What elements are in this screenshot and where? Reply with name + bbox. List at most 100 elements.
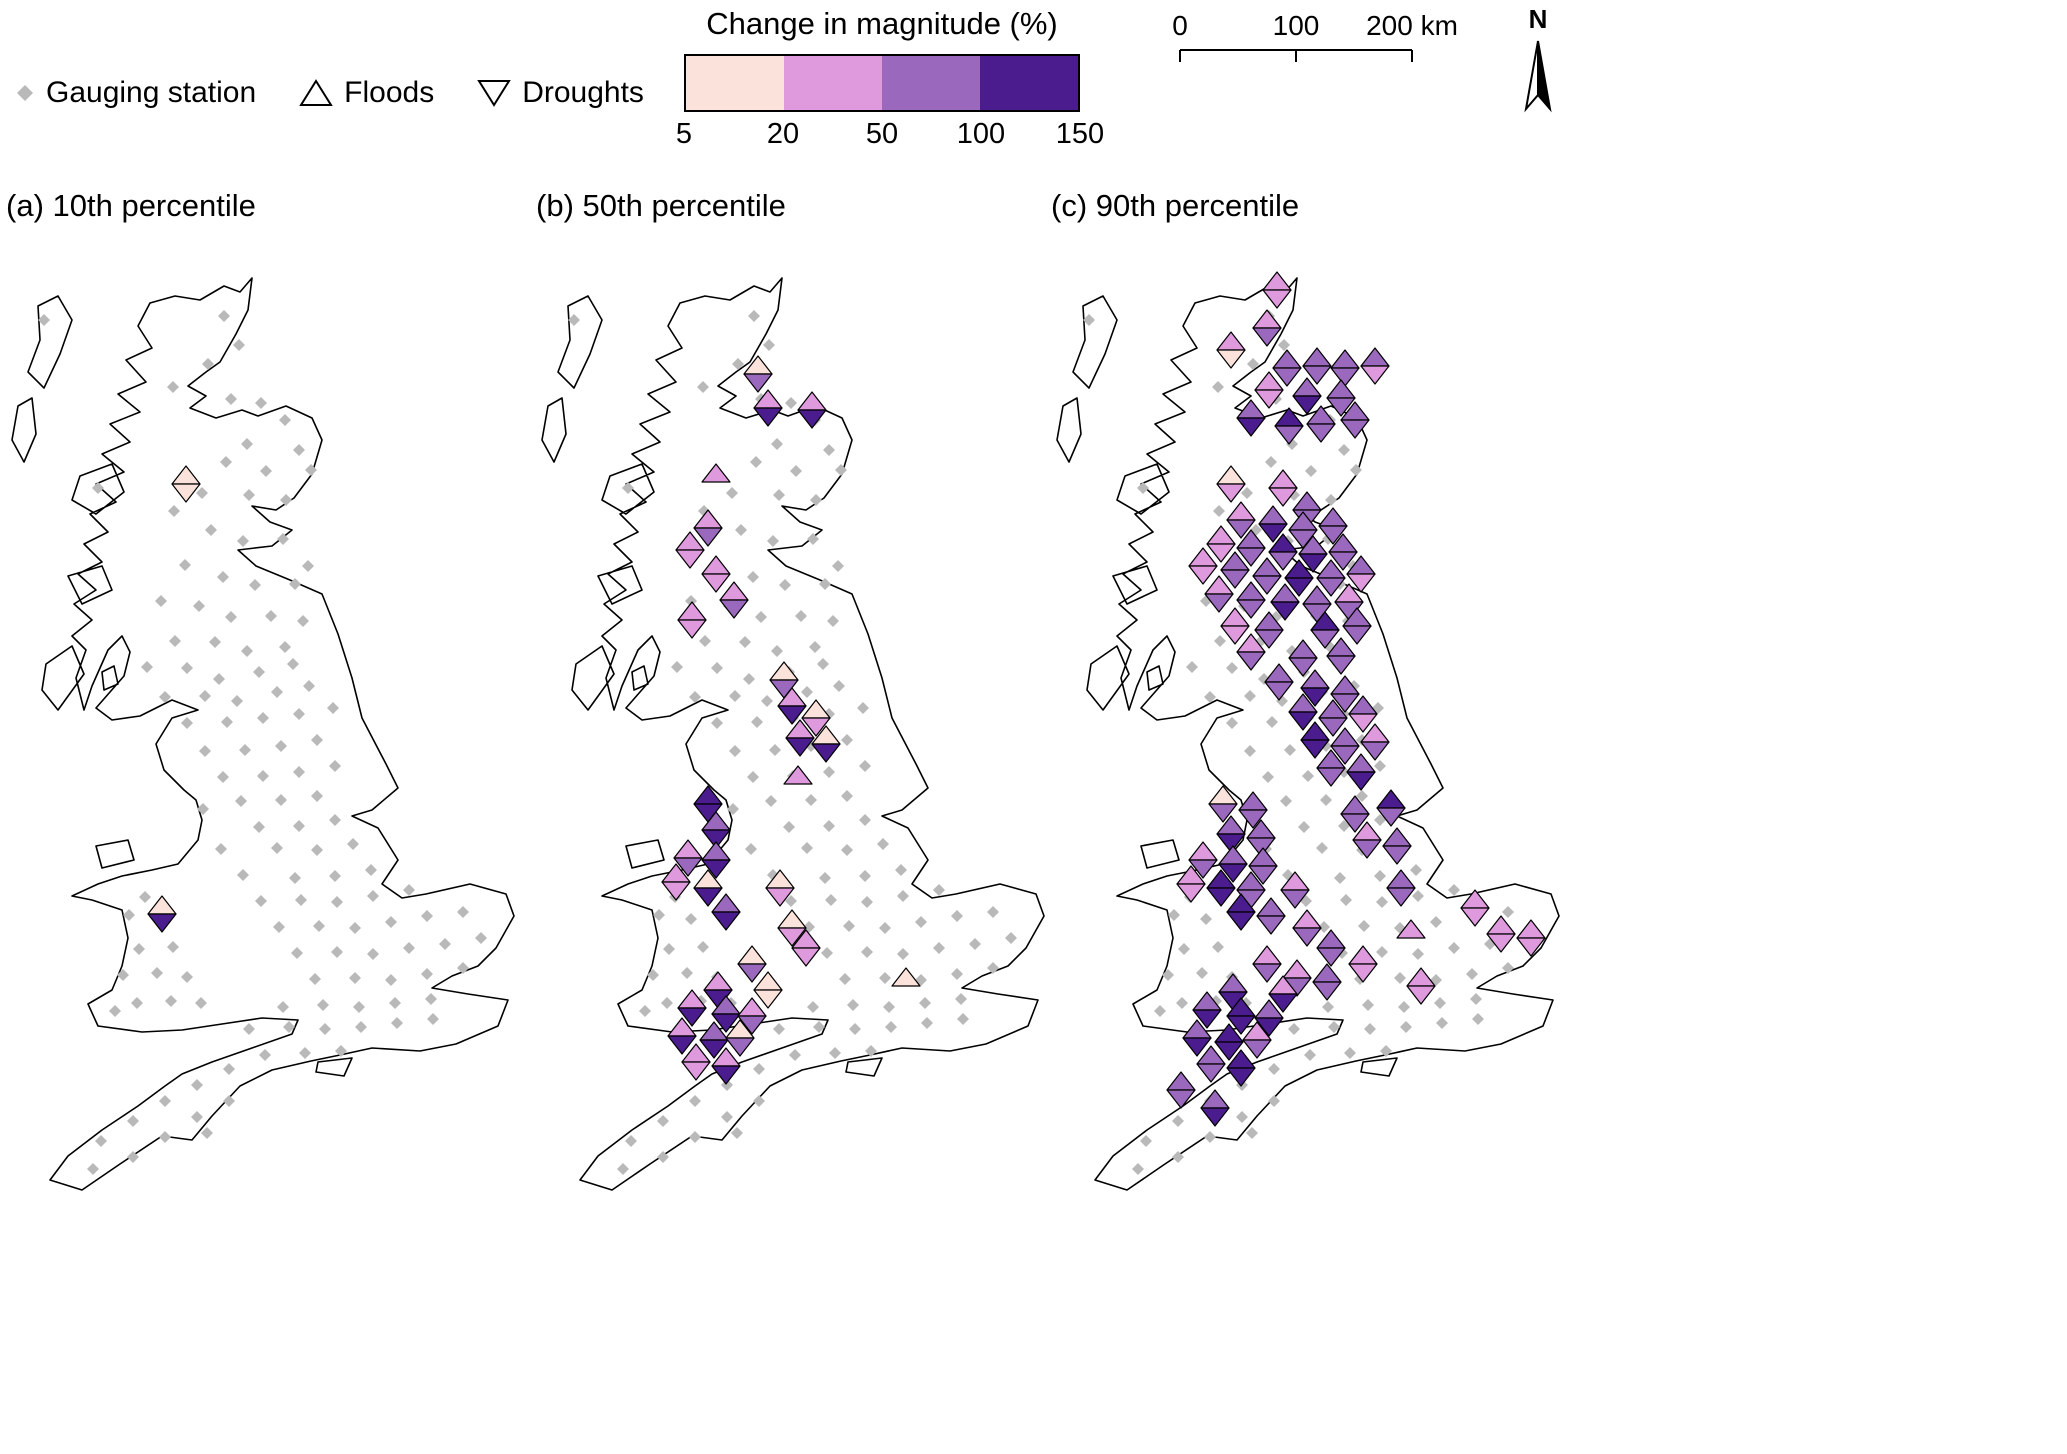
gauging-station-marker	[259, 1049, 271, 1061]
gauging-station-marker	[657, 1151, 669, 1163]
gauging-station-marker	[1320, 794, 1332, 806]
gauging-station-marker	[711, 662, 723, 674]
gauging-station-icon	[17, 85, 33, 101]
flood-marker	[701, 463, 731, 483]
gauging-station-marker	[305, 464, 317, 476]
gauging-station-marker	[457, 906, 469, 918]
gauging-station-marker	[795, 610, 807, 622]
flood-triangle-icon	[299, 79, 333, 106]
gauging-station-marker	[221, 716, 233, 728]
gauging-station-marker	[859, 760, 871, 772]
gauging-station-marker	[271, 686, 283, 698]
gauging-station-marker	[1247, 358, 1259, 370]
gauging-station-marker	[257, 770, 269, 782]
gauging-station-marker	[365, 864, 377, 876]
gauging-station-marker	[197, 803, 209, 815]
drought-marker	[1310, 629, 1340, 649]
gauging-station-marker	[807, 1001, 819, 1013]
gauging-station-marker	[915, 916, 927, 928]
gauging-station-marker	[293, 444, 305, 456]
gauging-station-marker	[647, 969, 659, 981]
flood-marker	[1318, 507, 1348, 527]
gauging-station-marker	[1448, 884, 1460, 896]
gauging-station-marker	[223, 1063, 235, 1075]
drought-marker	[1214, 1041, 1244, 1061]
gauging-station-marker	[291, 947, 303, 959]
gauging-station-marker	[329, 870, 341, 882]
gauging-station-marker	[457, 962, 469, 974]
drought-marker	[1280, 889, 1310, 909]
drought-marker	[1340, 419, 1370, 439]
gauging-station-marker	[131, 997, 143, 1009]
gauging-station-marker	[1204, 1131, 1216, 1143]
gauging-station-marker	[213, 673, 225, 685]
gauging-station-marker	[857, 702, 869, 714]
drought-marker	[1326, 397, 1356, 417]
gauging-station-marker	[663, 943, 675, 955]
gauging-station-marker	[773, 1023, 785, 1035]
drought-marker	[1206, 543, 1236, 563]
colorbar-segment	[882, 56, 980, 110]
gauging-station-marker	[1318, 921, 1330, 933]
north-label: N	[1528, 4, 1548, 34]
gauging-station-marker	[1186, 661, 1198, 673]
scalebar-label: 0	[1172, 10, 1188, 41]
colorbar-segment	[980, 56, 1078, 110]
drought-marker	[1216, 483, 1246, 503]
gauging-station-marker	[167, 941, 179, 953]
drought-marker	[1236, 651, 1266, 671]
gauging-station-marker	[1412, 948, 1424, 960]
drought-marker	[701, 859, 731, 879]
gauging-station-marker	[895, 864, 907, 876]
drought-marker	[171, 483, 201, 503]
gauging-station-marker	[1241, 487, 1253, 499]
gauging-station-marker	[1472, 1013, 1484, 1025]
gauging-station-marker	[790, 465, 802, 477]
gauging-station-marker	[897, 890, 909, 902]
gauging-station-marker	[661, 997, 673, 1009]
gauging-station-marker	[421, 968, 433, 980]
colorbar-tick-label: 5	[675, 118, 693, 150]
gauging-station-marker	[302, 560, 314, 572]
gauging-station-marker	[859, 870, 871, 882]
gauging-station-marker	[841, 790, 853, 802]
gauging-station-marker	[1328, 1021, 1340, 1033]
gauging-station-marker	[349, 922, 361, 934]
gauging-station-marker	[1236, 1111, 1248, 1123]
gauging-station-marker	[1212, 941, 1224, 953]
gauging-station-marker	[425, 993, 437, 1005]
drought-marker	[1352, 839, 1382, 859]
drought-marker	[1316, 767, 1346, 787]
gauging-station-marker	[832, 560, 844, 572]
gauging-station-marker	[729, 745, 741, 757]
gauging-station-marker	[689, 691, 701, 703]
drought-marker	[765, 887, 795, 907]
gauging-station-marker	[331, 946, 343, 958]
drought-marker	[1268, 487, 1298, 507]
drought-marker	[1252, 963, 1282, 983]
drought-marker	[699, 1039, 729, 1059]
gauging-station-marker	[969, 938, 981, 950]
drought-marker	[1220, 625, 1250, 645]
gauging-station-marker	[191, 1079, 203, 1091]
gauging-station-marker	[789, 1049, 801, 1061]
gauging-station-marker	[367, 890, 379, 902]
gauging-station-marker	[783, 821, 795, 833]
gauging-station-marker	[765, 795, 777, 807]
gauging-station-marker	[1356, 790, 1368, 802]
gauging-station-marker	[779, 579, 791, 591]
gauging-station-marker	[1265, 456, 1277, 468]
gauging-station-marker	[243, 1023, 255, 1035]
drought-marker	[701, 829, 731, 849]
gauging-station-marker	[217, 771, 229, 783]
gauging-station-marker	[1244, 745, 1256, 757]
colorbar-tick-label: 150	[1055, 118, 1105, 150]
gauging-station-marker	[1374, 814, 1386, 826]
gauging-station-marker	[293, 820, 305, 832]
gauging-station-marker	[220, 456, 232, 468]
gauging-station-marker	[309, 973, 321, 985]
gauging-station-marker	[141, 661, 153, 673]
gauging-station-marker	[847, 999, 859, 1011]
gauging-station-marker	[287, 658, 299, 670]
drought-marker	[147, 913, 177, 933]
